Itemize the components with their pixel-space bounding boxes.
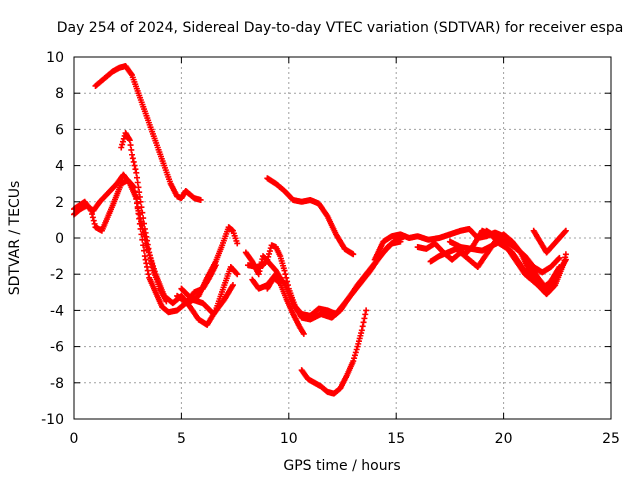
series-sat-l <box>298 307 370 397</box>
series-markers <box>71 177 241 328</box>
series-markers <box>174 224 241 307</box>
chart-title: Day 254 of 2024, Sidereal Day-to-day VTE… <box>57 20 624 36</box>
series-markers <box>92 63 204 203</box>
series-markers <box>264 274 307 337</box>
x-tick-label: 10 <box>280 431 298 447</box>
y-tick-label: -4 <box>50 303 64 319</box>
x-tick-label: 20 <box>495 431 513 447</box>
y-tick-label: 10 <box>46 50 64 66</box>
x-tick-label: 15 <box>387 431 405 447</box>
x-axis-label: GPS time / hours <box>283 458 400 474</box>
series-markers <box>242 249 284 281</box>
series-sat-d <box>118 130 170 305</box>
y-tick-label: 8 <box>55 86 64 102</box>
y-tick-label: 2 <box>55 195 64 211</box>
series-sat-c <box>71 177 241 328</box>
y-tick-label: -2 <box>50 267 64 283</box>
series-markers <box>483 227 533 281</box>
y-tick-label: 6 <box>55 122 64 138</box>
y-tick-label: -10 <box>41 412 64 428</box>
x-tick-label: 5 <box>177 431 186 447</box>
series-sat-e <box>174 224 241 307</box>
series-sat-a <box>92 63 204 203</box>
series-sat-k <box>264 175 357 258</box>
y-tick-label: 4 <box>55 159 64 175</box>
x-tick-label: 0 <box>70 431 79 447</box>
series-markers <box>530 227 569 256</box>
x-tick-label: 25 <box>602 431 620 447</box>
series-markers <box>298 307 370 397</box>
grid <box>74 57 611 419</box>
series-sat-j <box>264 274 307 337</box>
data-series <box>71 63 569 397</box>
series-sat-r <box>483 227 533 281</box>
series-sat-i <box>242 249 284 281</box>
series-markers <box>264 175 357 258</box>
y-tick-label: -8 <box>50 376 64 392</box>
y-tick-label: -6 <box>50 340 64 356</box>
y-tick-label: 0 <box>55 231 64 247</box>
series-sat-f <box>178 282 236 318</box>
series-sat-q <box>530 227 569 256</box>
y-axis-label: SDTVAR / TECUs <box>7 181 23 296</box>
series-markers <box>118 130 170 305</box>
series-markers <box>178 282 236 318</box>
axis-ticks: 0 5 10 15 20 25 -10 -8 -6 -4 -2 0 2 4 6 8 10 <box>41 50 620 447</box>
